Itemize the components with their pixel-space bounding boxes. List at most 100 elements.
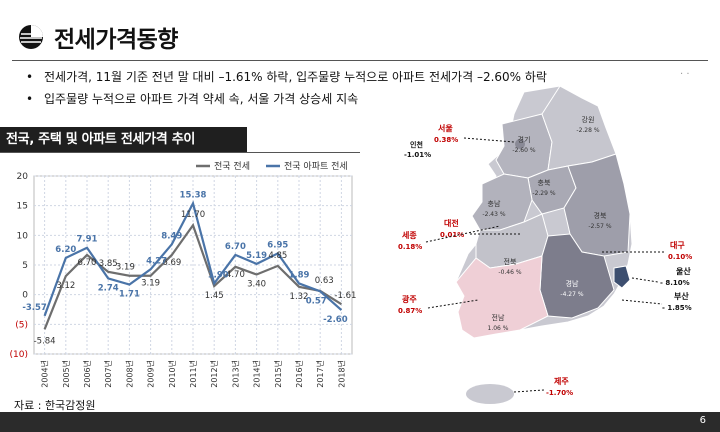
callout-value-busan: - 1.85%: [662, 304, 692, 312]
data-label-housing: 11.70: [181, 210, 205, 220]
data-label-apartment: 8.49: [161, 231, 182, 241]
data-label-housing: 6.69: [162, 258, 181, 268]
data-label-apartment: 2.74: [98, 283, 119, 293]
page-number: 6: [699, 415, 706, 426]
bullet-item: 전세가격, 11월 기준 전년 말 대비 –1.61% 하락, 입주물량 누적으…: [26, 66, 547, 88]
footer-bar: [0, 412, 720, 432]
y-tick-label: 15: [17, 202, 28, 212]
region-value-gyeongnam: -4.27 %: [560, 291, 583, 298]
region-label-chungbuk: 충북: [538, 178, 551, 187]
region-label-gangwon: 강원: [582, 115, 595, 124]
data-label-housing: 1.32: [290, 292, 309, 302]
title-divider: [12, 60, 708, 61]
region-gyeongbuk: [563, 153, 631, 257]
source-note: 자료 : 한국감정원: [14, 399, 96, 412]
data-label-housing: 0.63: [315, 276, 334, 286]
region-jeju: [466, 384, 514, 404]
region-label-gyeongbuk: 경북: [594, 211, 607, 220]
decorative-dots: . .: [680, 66, 690, 77]
callout-value-incheon: -1.01%: [404, 151, 431, 159]
x-tick-label: 2012년: [209, 360, 219, 388]
x-tick-label: 2016년: [294, 360, 304, 388]
bullet-item: 입주물량 누적으로 아파트 가격 약세 속, 서울 가격 상승세 지속: [26, 88, 547, 110]
callout-arrow-ulsan: [631, 277, 659, 283]
x-tick-label: 2015년: [273, 360, 283, 388]
callout-label-daejeon: 대전: [444, 218, 459, 228]
region-value-chungnam: -2.43 %: [482, 211, 505, 218]
data-label-housing: 1.45: [205, 291, 224, 301]
callout-arrow-busan: [621, 299, 663, 305]
data-label-apartment: 1.89: [289, 270, 310, 280]
region-value-jeonnam: 1.06 %: [488, 325, 509, 332]
callout-label-gwangju: 광주: [402, 294, 417, 304]
region-value-chungbuk: -2.29 %: [532, 190, 555, 197]
data-label-housing: 3.40: [247, 279, 266, 289]
callout-arrow-sejong: [425, 225, 501, 243]
data-label-housing: -5.84: [34, 336, 56, 346]
region-ulsan: [613, 265, 631, 289]
callout-value-daejeon: 0.01%: [440, 231, 464, 239]
korea-region-map: 강원 -2.28 % 경기 -2.60 % 충북 -2.29 % 충남 -2.4…: [398, 85, 692, 404]
callout-value-sejong: 0.18%: [398, 243, 422, 251]
data-label-apartment: 1.71: [119, 290, 140, 300]
callout-value-daegu: 0.10%: [668, 253, 692, 261]
callout-label-seoul: 서울: [438, 123, 453, 133]
section-title: 전국, 주택 및 아파트 전세가격 추이: [0, 127, 247, 152]
callout-label-daegu: 대구: [670, 240, 685, 250]
data-label-housing: 3.19: [116, 263, 135, 273]
x-tick-label: 2017년: [315, 360, 325, 388]
x-tick-label: 2010년: [167, 360, 177, 388]
region-label-jeonnam: 전남: [492, 313, 505, 322]
callout-label-jeju: 제주: [554, 376, 569, 386]
callout-arrow-seoul: [463, 137, 515, 143]
data-label-housing: -1.61: [334, 291, 356, 301]
region-label-gyeongnam: 경남: [566, 279, 579, 288]
legend-label-apartment: 전국 아파트 전세: [284, 161, 348, 172]
region-jeonnam: [455, 255, 549, 339]
callout-value-seoul: 0.38%: [434, 136, 458, 144]
x-tick-label: 2004년: [40, 360, 50, 388]
data-label-apartment: 0.57: [306, 296, 327, 306]
data-label-apartment: -2.60: [323, 315, 348, 325]
y-tick-label: 10: [17, 231, 29, 241]
region-value-gyeonggi: -2.60 %: [512, 147, 535, 154]
data-label-housing: 3.85: [99, 259, 118, 269]
region-seoul: [515, 139, 525, 149]
y-tick-label: 0: [22, 291, 28, 301]
y-tick-label: 5: [22, 261, 28, 271]
y-tick-label: 20: [17, 172, 29, 182]
region-value-gyeongbuk: -2.57 %: [588, 223, 611, 230]
y-tick-label: (5): [15, 320, 28, 330]
data-label-apartment: 6.70: [225, 242, 246, 252]
callout-value-gwangju: 0.87%: [398, 307, 422, 315]
section-divider: [0, 152, 360, 153]
region-label-gyeonggi: 경기: [518, 135, 531, 144]
globe-logo-icon: [19, 25, 43, 49]
region-label-chungnam: 충남: [488, 199, 501, 208]
series-line-apartment: [43, 200, 343, 317]
callout-label-sejong: 세종: [402, 230, 417, 240]
region-chungnam: [471, 173, 533, 231]
y-tick-label: (10): [10, 350, 28, 360]
callout-value-jeju: -1.70%: [546, 389, 573, 397]
region-label-jeonbuk: 전북: [504, 257, 517, 266]
region-value-gangwon: -2.28 %: [576, 127, 599, 134]
data-label-apartment: 7.91: [77, 235, 98, 245]
callout-value-ulsan: - 8.10%: [660, 279, 690, 287]
x-tick-label: 2014년: [252, 360, 262, 388]
summary-bullets: 전세가격, 11월 기준 전년 말 대비 –1.61% 하락, 입주물량 누적으…: [26, 66, 547, 110]
series-line-housing: [43, 222, 342, 330]
x-tick-label: 2013년: [230, 360, 240, 388]
data-label-apartment: 15.38: [180, 190, 207, 200]
data-label-housing: 6.70: [78, 258, 97, 268]
callout-label-incheon: 인천: [410, 140, 423, 149]
x-tick-label: 2005년: [61, 360, 71, 388]
page-title: 전세가격동향: [54, 27, 178, 53]
callout-label-ulsan: 울산: [676, 266, 691, 276]
data-label-housing: 4.70: [226, 270, 245, 280]
data-label-apartment: 6.20: [55, 245, 76, 255]
x-tick-label: 2006년: [82, 360, 92, 388]
title-row: 전세가격동향: [18, 20, 178, 54]
x-tick-label: 2008년: [124, 360, 134, 388]
rent-price-trend-chart: 20 15 10 5 0 (5) (10) 2004년 2005년 2006년 2007년 2008년…: [10, 161, 357, 388]
